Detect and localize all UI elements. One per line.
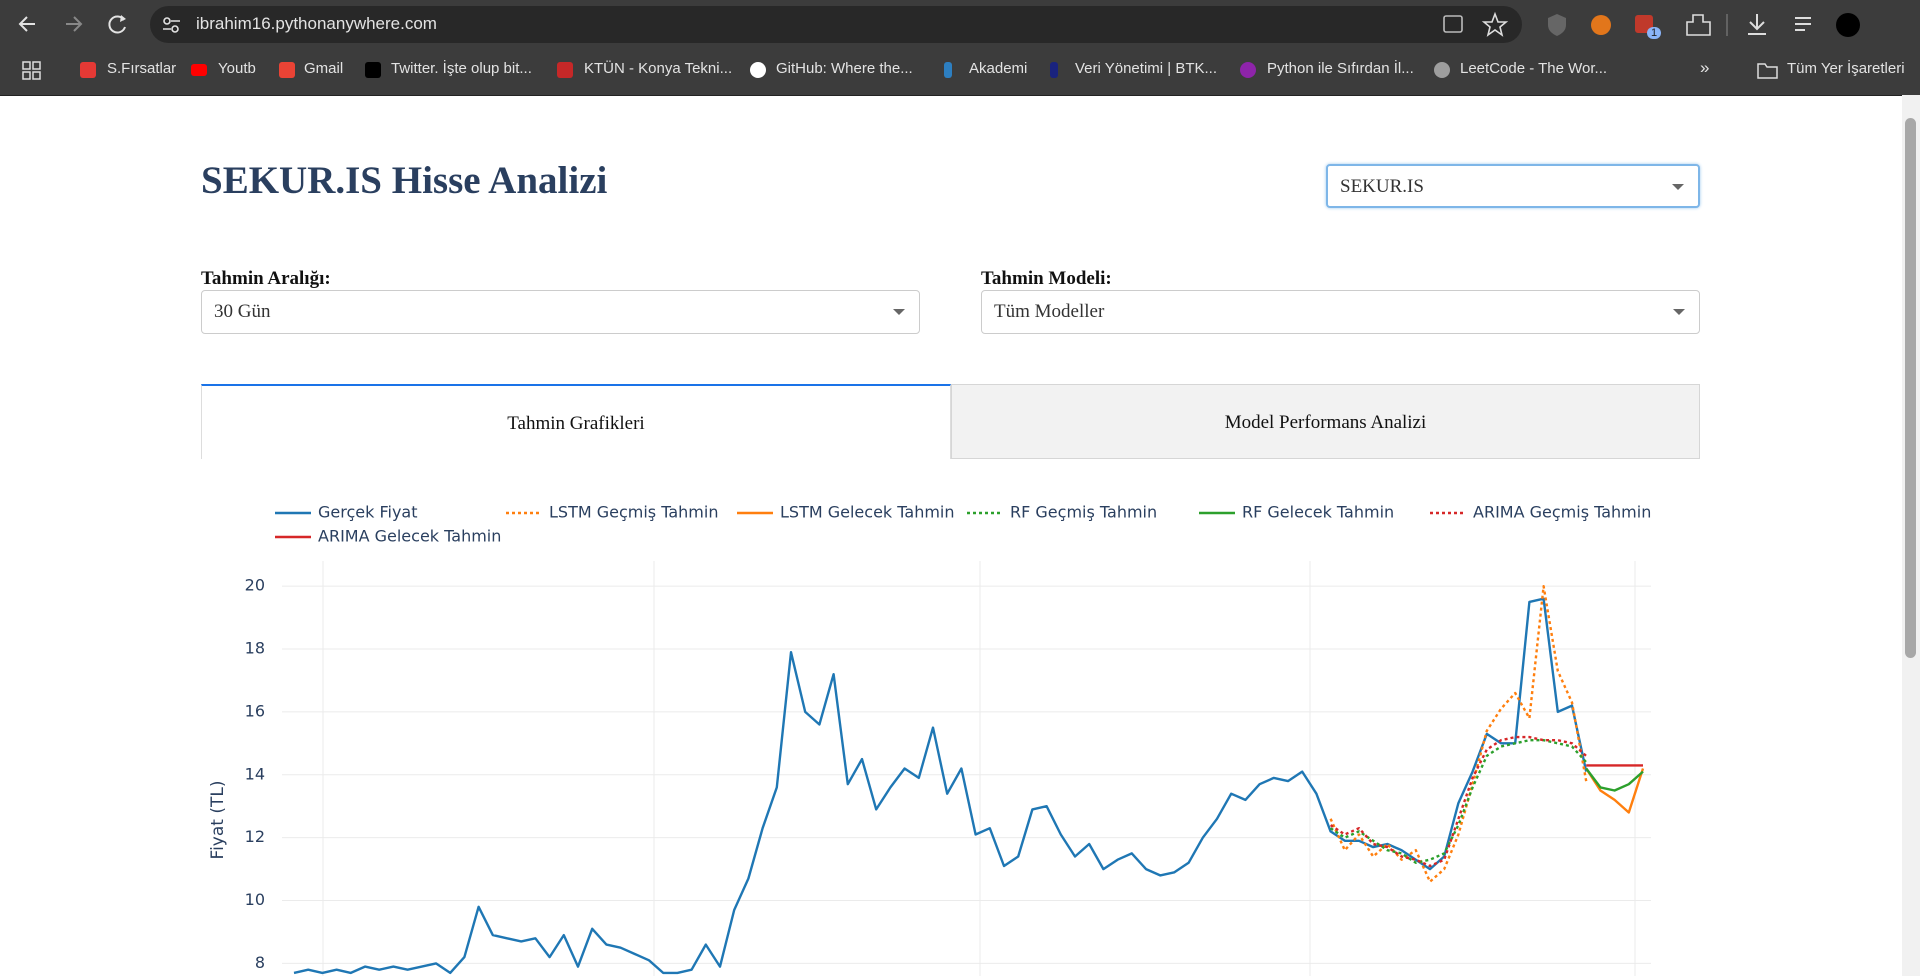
bookmark[interactable]: Akademi [969,60,1028,77]
y-tick-label: 16 [245,701,265,720]
model-dropdown-value: Tüm Modeller [994,301,1105,322]
bookmark-icon [365,62,381,78]
page-title: SEKUR.IS Hisse Analizi [201,159,608,202]
legend-label: RF Geçmiş Tahmin [1010,503,1157,522]
series-line [1585,767,1645,814]
bookmark-icon [191,64,207,76]
range-dropdown-value: 30 Gün [214,301,271,322]
dropdown-caret [1672,184,1684,190]
bookmark[interactable]: Python ile Sıfırdan İl... [1267,60,1414,77]
downloads-button[interactable] [1748,14,1766,35]
legend-label: LSTM Geçmiş Tahmin [549,503,718,522]
media-button[interactable] [1795,17,1811,31]
bookmark[interactable]: GitHub: Where the... [776,60,913,77]
reload-arrow [120,15,126,22]
bookmark[interactable]: Veri Yönetimi | BTK... [1075,60,1218,77]
extension-fox[interactable] [1591,15,1611,35]
y-tick-label: 8 [255,953,265,972]
series-line [293,597,1588,975]
extension-badge: 1 [1647,27,1662,39]
tab-active[interactable]: Tahmin Grafikleri [201,384,951,459]
bookmark-icon [1240,62,1256,78]
range-label: Tahmin Aralığı: [201,268,331,289]
profile-avatar[interactable] [1836,13,1860,37]
tab[interactable]: Model Performans Analizi [951,384,1700,459]
series-line [1329,735,1587,868]
bookmark-icon [750,62,766,78]
bookmark[interactable]: S.Fırsatlar [107,60,177,77]
bookmark-icon [279,62,295,78]
y-tick-label: 20 [245,576,265,595]
bookmark[interactable]: Twitter. İşte olup bit... [391,60,532,77]
extensions-button[interactable] [1686,14,1711,36]
url-text[interactable]: ibrahim16.pythonanywhere.com [196,14,437,33]
bookmark[interactable]: Youtb [218,60,256,77]
more-bookmarks[interactable]: » [1700,58,1710,77]
bookmark[interactable]: LeetCode - The Wor... [1460,60,1608,77]
y-tick-label: 12 [245,827,265,846]
site-info-icon[interactable] [160,14,184,36]
model-dropdown[interactable]: Tüm Modeller [981,290,1700,334]
dropdown-caret [1673,309,1685,315]
nav-buttons [18,15,126,34]
reload-button[interactable] [108,15,126,34]
bookmark-icon [944,62,952,78]
legend-label: RF Gelecek Tahmin [1242,503,1394,522]
bookmark-star[interactable] [1481,11,1509,37]
range-dropdown[interactable]: 30 Gün [201,290,920,334]
extension-shield[interactable] [1548,14,1566,36]
series-line [1329,585,1588,883]
series-line [1585,767,1644,792]
apps-icon[interactable] [22,61,42,81]
bookmark-icon [1434,62,1450,78]
folder-icon [1757,63,1778,79]
stock-dropdown[interactable]: SEKUR.IS [1326,164,1700,208]
bookmark-icon [557,62,573,78]
bookmark[interactable]: Gmail [304,60,344,77]
bookmark[interactable]: KTÜN - Konya Tekni... [584,60,733,77]
all-bookmarks[interactable]: Tüm Yer İşaretleri [1787,60,1905,77]
bookmarks-bar [0,49,1920,96]
y-tick-label: 10 [245,890,265,909]
forward-button[interactable] [66,16,83,32]
legend-label: LSTM Gelecek Tahmin [780,503,955,522]
series-line [1329,739,1588,864]
legend-label: ARIMA Geçmiş Tahmin [1473,503,1651,522]
legend-label: Gerçek Fiyat [318,503,418,522]
model-label: Tahmin Modeli: [981,268,1112,289]
bookmark-icon [1050,62,1058,78]
bookmark-icon [80,62,96,78]
dropdown-caret [893,309,905,315]
stock-dropdown-value: SEKUR.IS [1340,176,1424,197]
address-bar[interactable] [150,6,1522,43]
toolbar-icons [1443,11,1860,37]
back-button[interactable] [18,16,35,32]
scrollbar-thumb[interactable] [1905,118,1916,658]
plot-area [293,585,1645,975]
y-axis-title: Fiyat (TL) [208,781,228,860]
y-tick-label: 14 [245,764,265,783]
translate-icon[interactable] [1443,15,1463,33]
legend-label: ARIMA Gelecek Tahmin [318,527,501,546]
y-tick-label: 18 [245,639,265,658]
